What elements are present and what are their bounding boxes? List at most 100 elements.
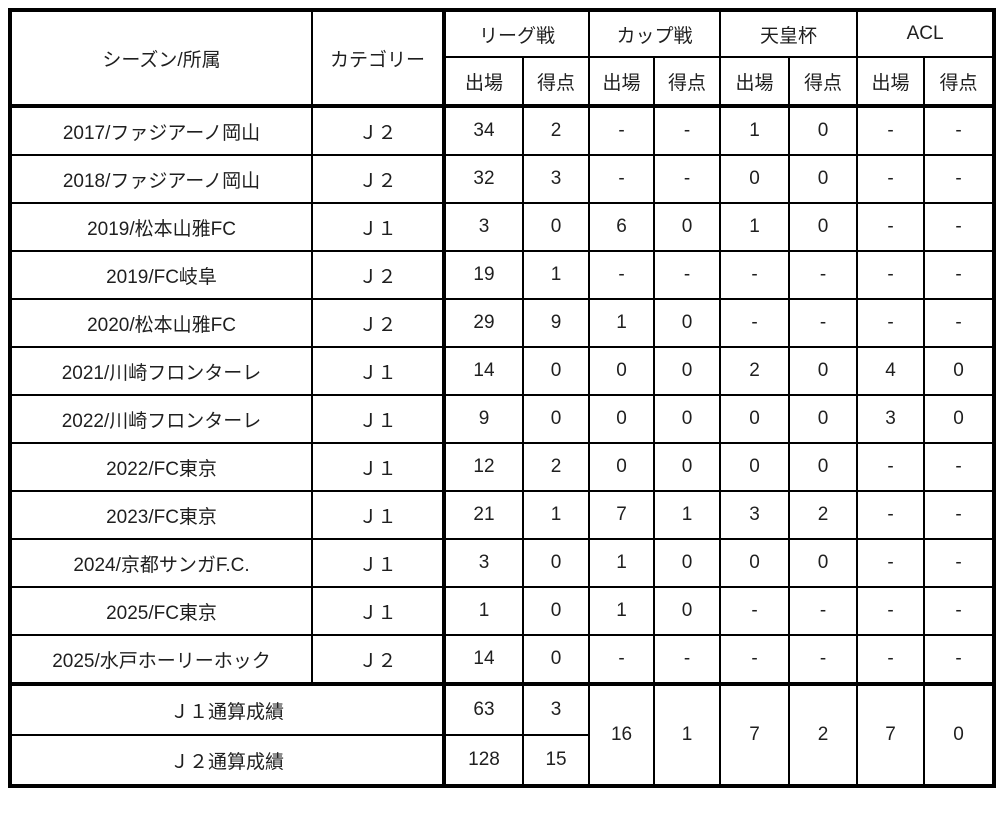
sub-header-row: 出場 得点 出場 得点 出場 得点 出場 得点 (10, 56, 996, 108)
stat-cell: - (653, 634, 722, 685)
category-cell: Ｊ１ (311, 202, 445, 252)
stat-cell: 2 (788, 490, 859, 540)
emperors-cup-goals-header: 得点 (788, 56, 859, 108)
stat-cell: 32 (442, 154, 524, 204)
stat-cell: - (923, 298, 996, 348)
stat-cell: - (923, 202, 996, 252)
stat-cell: 0 (653, 202, 722, 252)
stat-cell: - (856, 154, 926, 204)
stat-cell: 3 (442, 538, 524, 588)
stat-cell: - (923, 250, 996, 300)
stat-cell: 1 (588, 586, 656, 636)
stat-cell: 3 (442, 202, 524, 252)
category-cell: Ｊ２ (311, 250, 445, 300)
stat-cell: - (788, 634, 859, 685)
stat-cell: 1 (442, 586, 524, 636)
stat-cell: - (856, 250, 926, 300)
stat-cell: 3 (521, 154, 591, 204)
stat-cell: 1 (588, 538, 656, 588)
stat-cell: - (923, 490, 996, 540)
stat-cell: 3 (719, 490, 791, 540)
season-cell: 2023/FC東京 (9, 490, 313, 540)
j1-league-goals-total: 3 (521, 682, 591, 736)
stat-cell: 0 (788, 346, 859, 396)
stat-cell: 2 (521, 442, 591, 492)
emperors-cup-apps-header: 出場 (719, 56, 791, 108)
stat-cell: 0 (653, 442, 722, 492)
stat-cell: - (788, 586, 859, 636)
season-cell: 2019/FC岐阜 (9, 250, 313, 300)
j2-league-goals-total: 15 (521, 734, 591, 787)
stat-cell: 14 (442, 634, 524, 685)
cup-goals-total: 1 (653, 682, 722, 787)
stat-cell: 0 (788, 154, 859, 204)
league-apps-header: 出場 (442, 56, 524, 108)
season-cell: 2024/京都サンガF.C. (9, 538, 313, 588)
stat-cell: 0 (521, 586, 591, 636)
stat-cell: 0 (653, 394, 722, 444)
stat-cell: 0 (521, 634, 591, 685)
category-cell: Ｊ２ (311, 298, 445, 348)
stat-cell: - (856, 442, 926, 492)
stat-cell: 0 (653, 346, 722, 396)
stat-cell: 1 (521, 490, 591, 540)
table-row: 2020/松本山雅FC Ｊ２ 29 9 1 0- - - - (9, 298, 996, 348)
season-cell: 2025/水戸ホーリーホック (9, 634, 313, 685)
stat-cell: - (856, 202, 926, 252)
stat-cell: - (923, 586, 996, 636)
stat-cell: - (719, 586, 791, 636)
j1-totals-label: Ｊ１通算成績 (9, 682, 445, 736)
table-row: 2021/川崎フロンターレ Ｊ１ 14 0 0 0 2 0 4 0 (9, 346, 996, 396)
season-cell: 2020/松本山雅FC (9, 298, 313, 348)
acl-goals-header: 得点 (923, 56, 996, 108)
acl-apps-header: 出場 (856, 56, 926, 108)
player-stats-table: シーズン/所属 カテゴリー リーグ戦 カップ戦 天皇杯 ACL 出場 得点 出場… (8, 8, 997, 788)
category-cell: Ｊ１ (311, 538, 445, 588)
emperors-cup-goals-total: 2 (788, 682, 859, 787)
stat-cell: - (923, 634, 996, 685)
table-row: 2017/ファジアーノ岡山 Ｊ２ 34 2- -1 0- - (9, 104, 996, 156)
stat-cell: - (788, 250, 859, 300)
emperors-cup-apps-total: 7 (719, 682, 791, 787)
acl-apps-total: 7 (856, 682, 926, 787)
stat-cell: 1 (521, 250, 591, 300)
category-cell: Ｊ１ (311, 346, 445, 396)
stat-cell: 0 (788, 394, 859, 444)
stat-cell: - (923, 154, 996, 204)
stat-cell: - (719, 298, 791, 348)
season-cell: 2021/川崎フロンターレ (9, 346, 313, 396)
stat-cell: 0 (521, 346, 591, 396)
stat-cell: 1 (653, 490, 722, 540)
stat-cell: 12 (442, 442, 524, 492)
stat-cell: 21 (442, 490, 524, 540)
table-row: 2022/FC東京 Ｊ１ 12 2 0 0 0 0- - (9, 442, 996, 492)
table-row: 2025/FC東京 Ｊ１ 1 0 1 0- - - - (9, 586, 996, 636)
table-row: 2025/水戸ホーリーホック Ｊ２ 14 0- - - - - - (9, 634, 996, 685)
group-header-league: リーグ戦 (441, 9, 591, 58)
stat-cell: 1 (719, 202, 791, 252)
totals-row-j1: Ｊ１通算成績 63 3 16 1 7 2 7 0 (9, 682, 996, 787)
stat-cell: 0 (788, 538, 859, 588)
stat-cell: - (719, 250, 791, 300)
stat-cell: 0 (719, 154, 791, 204)
stat-cell: 0 (521, 538, 591, 588)
table-row: 2024/京都サンガF.C. Ｊ１ 3 0 1 0 0 0- - (9, 538, 996, 588)
category-cell: Ｊ１ (311, 442, 445, 492)
table-header: シーズン/所属 カテゴリー リーグ戦 カップ戦 天皇杯 ACL 出場 得点 出場… (9, 9, 996, 108)
group-header-cup: カップ戦 (588, 9, 722, 58)
stat-cell: 0 (653, 298, 722, 348)
table-row: 2018/ファジアーノ岡山 Ｊ２ 32 3- -0 0- - (9, 154, 996, 204)
group-header-acl: ACL (856, 9, 996, 58)
category-cell: Ｊ２ (311, 154, 445, 204)
stat-cell: 3 (856, 394, 926, 444)
stat-cell: 19 (442, 250, 524, 300)
category-cell: Ｊ２ (311, 104, 445, 156)
stat-cell: 6 (588, 202, 656, 252)
season-cell: 2019/松本山雅FC (9, 202, 313, 252)
stat-cell: 0 (788, 202, 859, 252)
stat-cell: 0 (653, 586, 722, 636)
stat-cell: - (856, 490, 926, 540)
stat-cell: - (856, 298, 926, 348)
stat-cell: 0 (588, 346, 656, 396)
